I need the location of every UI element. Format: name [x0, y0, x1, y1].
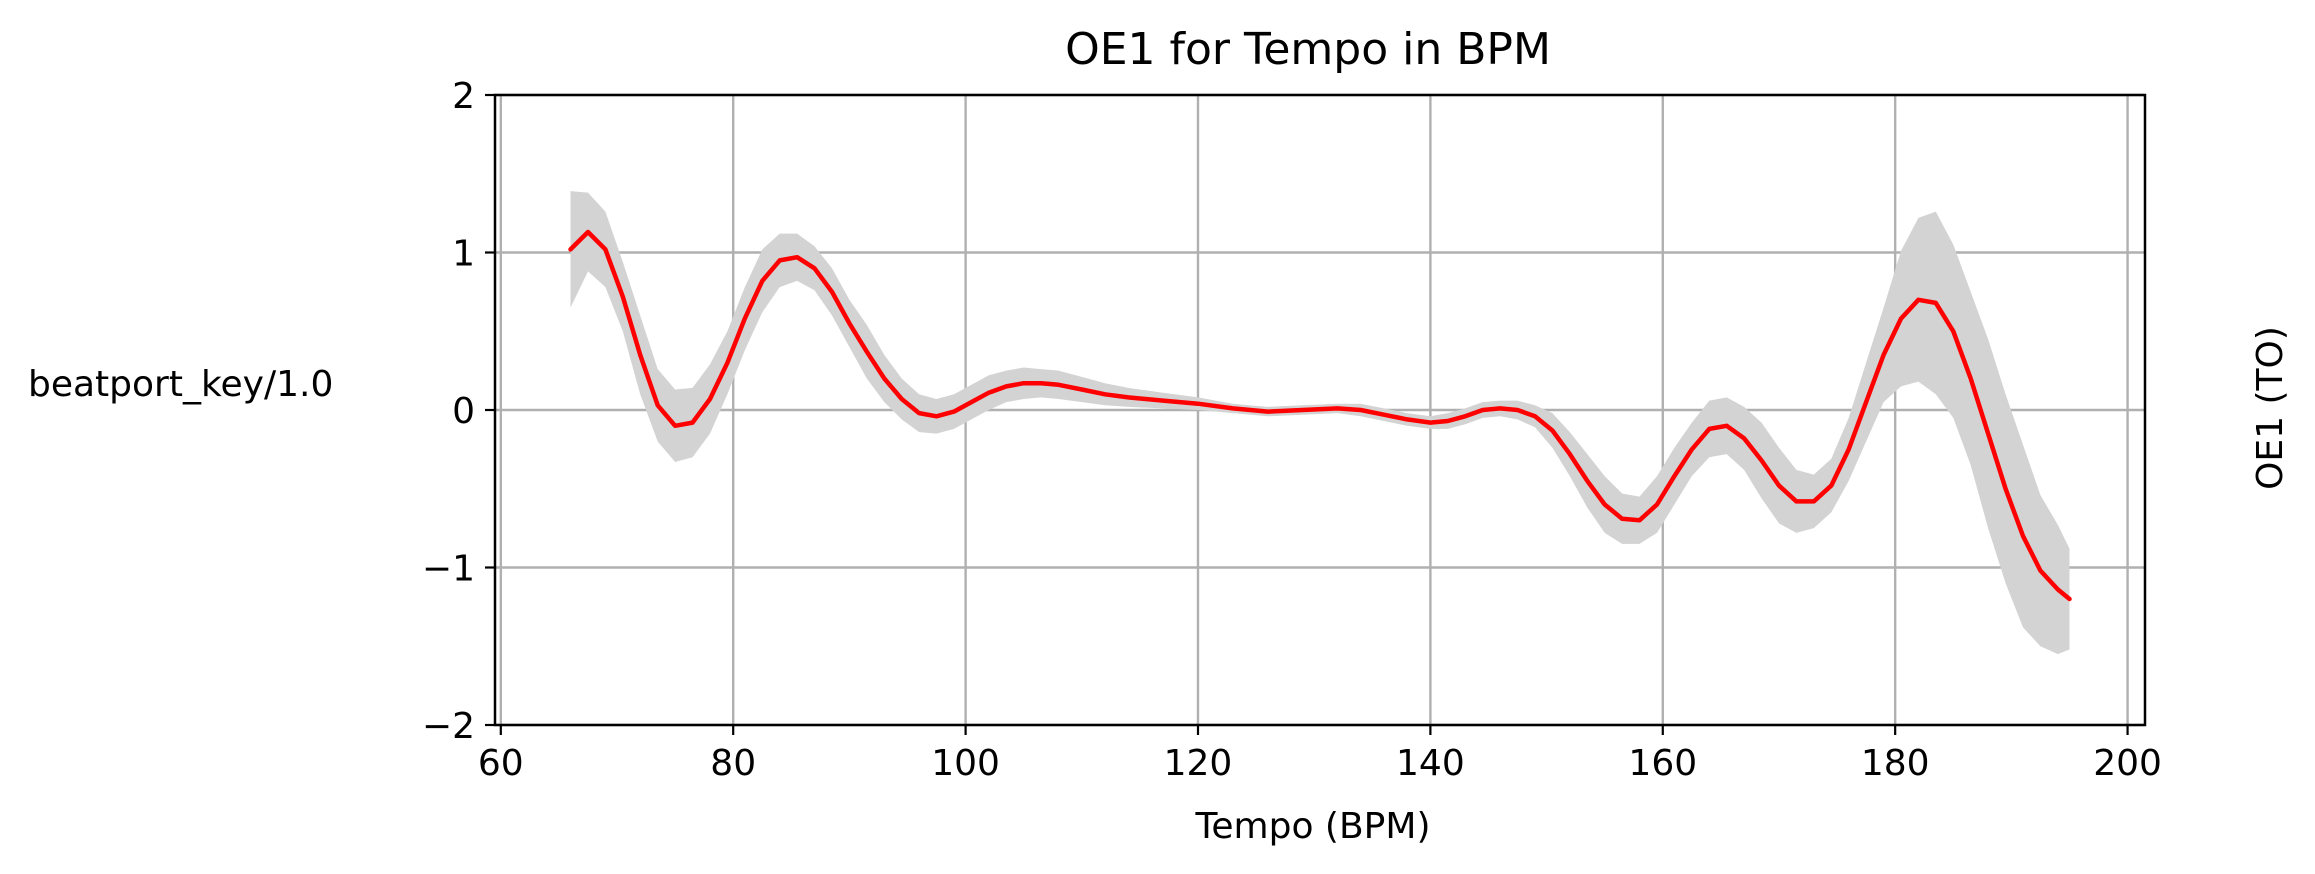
x-tick-label: 120 [1164, 743, 1233, 784]
chart-title: OE1 for Tempo in BPM [1065, 24, 1551, 75]
y-axis-label: beatport_key/1.0 [28, 364, 333, 405]
x-axis-label: Tempo (BPM) [1195, 806, 1431, 847]
confidence-band [570, 191, 2070, 655]
x-tick-label: 60 [478, 743, 524, 784]
x-tick-label: 200 [2093, 743, 2162, 784]
x-tick-label: 180 [1861, 743, 1930, 784]
axis-ticks: 60 80 100 120 140 160 180 200 −2 −1 0 1 2 [422, 76, 2162, 784]
right-axis-label: OE1 (TO) [2250, 326, 2291, 490]
series-line [568, 229, 2072, 602]
x-tick-label: 80 [710, 743, 756, 784]
x-tick-label: 140 [1396, 743, 1465, 784]
y-tick-label: 0 [452, 391, 475, 432]
x-tick-label: 100 [931, 743, 1000, 784]
y-tick-label: 1 [452, 234, 475, 275]
x-tick-label: 160 [1628, 743, 1697, 784]
y-tick-label: 2 [452, 76, 475, 117]
y-tick-label: −2 [422, 706, 475, 747]
y-tick-label: −1 [422, 549, 475, 590]
